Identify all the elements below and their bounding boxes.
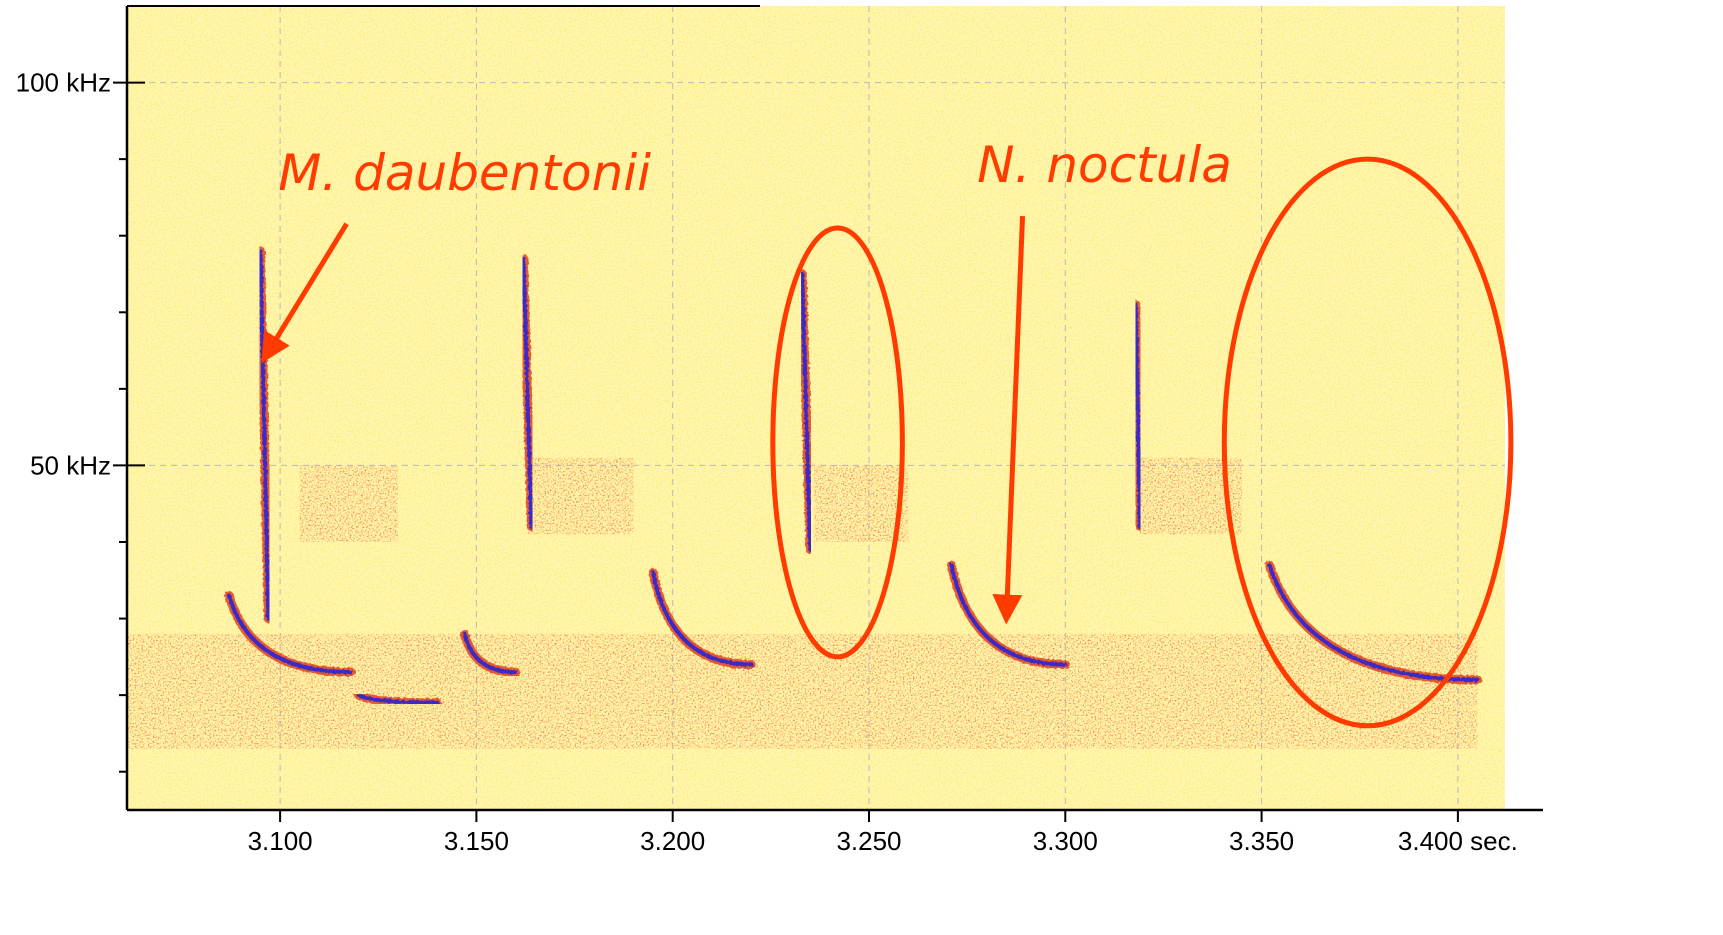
x-tick-label: 3.350	[1229, 826, 1294, 856]
x-tick-label: 3.250	[836, 826, 901, 856]
daubentonii-call	[1131, 300, 1145, 532]
x-tick-label: 3.100	[248, 826, 313, 856]
annotation-arrow	[992, 216, 1026, 625]
call-core	[227, 593, 353, 675]
axes: 3.100 3.150 3.200 3.250 3.300 3.350 3.400 sec.…	[16, 5, 1543, 856]
x-tick-label: 3.300	[1033, 826, 1098, 856]
noise-band	[299, 465, 398, 542]
x-tick-label: 3.200	[640, 826, 705, 856]
daubentonii-call	[255, 246, 273, 624]
noise-band	[814, 465, 909, 542]
call-core	[258, 249, 271, 621]
x-tick-label: 3.400 sec.	[1398, 826, 1518, 856]
call-core	[800, 272, 813, 552]
call-traces	[224, 246, 1483, 708]
noctula-call	[946, 560, 1070, 670]
call-core	[1267, 562, 1480, 682]
annotation-arrow	[261, 222, 349, 364]
call-core	[651, 570, 754, 667]
plot-area: M. daubentonii N. noctula	[127, 6, 1514, 810]
y-tick-label: 50 kHz	[30, 450, 111, 480]
call-core	[462, 631, 518, 675]
noctula-call	[1264, 560, 1483, 685]
annotation-label: N. noctula	[977, 136, 1232, 194]
noctula-call	[648, 568, 756, 670]
call-core	[1133, 302, 1142, 529]
background-bands	[127, 457, 1478, 749]
daubentonii-call	[519, 254, 536, 532]
highlight-ellipse	[1221, 156, 1514, 729]
call-core	[521, 256, 534, 529]
noise-band	[527, 457, 634, 535]
call-core	[949, 562, 1068, 667]
highlight-ellipse	[770, 225, 905, 660]
call-core	[356, 693, 440, 705]
highlight-ellipses	[770, 156, 1514, 729]
y-tick-label: 100 kHz	[16, 68, 111, 98]
noctula-call	[224, 591, 356, 677]
noctula-call	[460, 629, 521, 677]
annotation-label: M. daubentonii	[278, 144, 651, 202]
daubentonii-call	[797, 269, 815, 555]
noise-band	[127, 633, 1478, 749]
x-tick-label: 3.150	[444, 826, 509, 856]
grid-lines	[127, 6, 1505, 810]
annotations: M. daubentonii N. noctula	[261, 136, 1232, 625]
noctula-call	[354, 690, 442, 708]
